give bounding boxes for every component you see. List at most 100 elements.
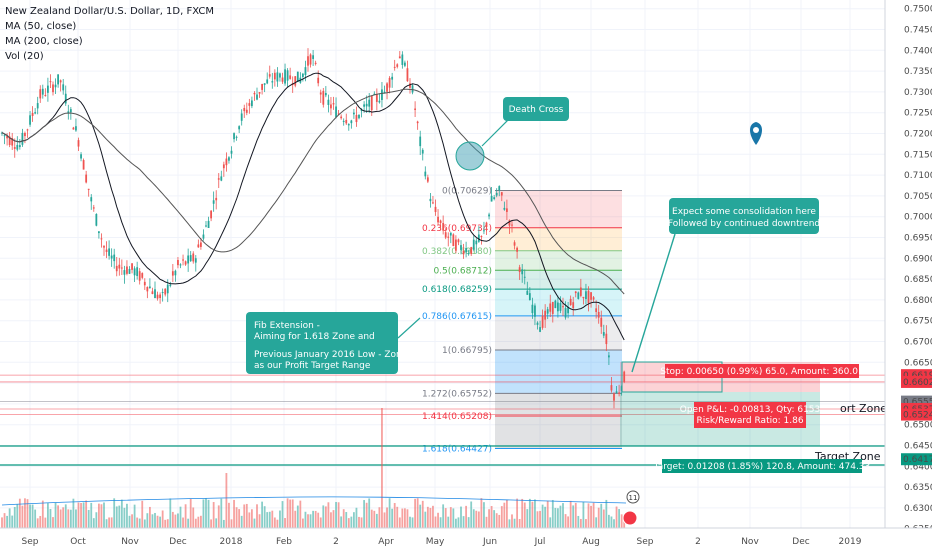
volume-bar (498, 514, 501, 528)
candle-body (151, 291, 154, 294)
candle-body (620, 386, 623, 391)
price-axis-tick: 0.71500 (904, 150, 932, 160)
candle-body (77, 140, 80, 147)
candle-body (64, 93, 67, 104)
time-axis-tick: 2019 (839, 537, 862, 547)
volume-bar (447, 516, 450, 528)
candle-body (110, 255, 113, 259)
time-axis-tick: 2 (333, 537, 339, 547)
volume-bar (49, 509, 52, 528)
fib-level-label: 1.272(0.65752) (422, 389, 492, 399)
candle-body (8, 136, 11, 145)
candle-body (360, 109, 363, 111)
volume-bar (126, 503, 128, 528)
volume-bar (18, 498, 21, 528)
candle-body (36, 103, 39, 109)
volume-bar (115, 506, 118, 528)
volume-bar (462, 516, 465, 528)
volume-bar (146, 513, 149, 528)
volume-bar (258, 514, 261, 528)
candle-body (452, 234, 455, 247)
volume-bar (100, 504, 103, 528)
candle-body (279, 73, 281, 78)
candle-body (590, 292, 592, 300)
candle-body (263, 83, 266, 85)
fib-level-label: 1.618(0.64427) (422, 445, 492, 455)
candle-body (539, 327, 541, 332)
candle-body (212, 200, 215, 204)
candle-body (462, 250, 465, 255)
candle-body (521, 269, 524, 275)
candle-body (304, 67, 307, 75)
volume-bar (432, 505, 434, 528)
candle-body (108, 248, 110, 256)
volume-bar (516, 498, 518, 528)
location-pin-hole (753, 127, 759, 133)
fib-callout (246, 312, 398, 374)
volume-bar (531, 501, 534, 528)
price-axis-tick: 0.70000 (904, 213, 932, 223)
fib-callout-line-1: Fib Extension - (254, 321, 320, 331)
candle-body (261, 84, 263, 90)
price-axis-tick: 0.64500 (904, 442, 932, 452)
volume-bar (120, 499, 123, 528)
symbol-title[interactable]: New Zealand Dollar/U.S. Dollar, 1D, FXCM (5, 6, 214, 17)
candle-body (75, 126, 77, 131)
candle-body (82, 160, 85, 170)
candle-body (437, 216, 439, 223)
volume-bar (302, 518, 304, 528)
volume-bar (465, 505, 467, 528)
ma200-legend[interactable]: MA (200, close) (5, 36, 83, 47)
volume-bar (467, 517, 470, 528)
fib-band (495, 416, 622, 449)
volume-bar (409, 516, 411, 528)
candle-body (100, 238, 103, 240)
volume-bar (299, 500, 302, 528)
candle-body (597, 311, 600, 318)
volume-bar (332, 510, 335, 528)
candle-body (268, 74, 271, 77)
volume-bar (526, 509, 529, 528)
candle-body (493, 197, 496, 200)
candle-body (375, 94, 378, 102)
volume-bar (551, 499, 554, 528)
time-axis-tick: 2 (695, 537, 701, 547)
candle-body (161, 292, 164, 294)
volume-bar (360, 517, 363, 528)
target-badge-text: Target: 0.01208 (1.85%) 120.8, Amount: 4… (653, 462, 871, 472)
fib-callout-line-4: as our Profit Target Range (254, 361, 371, 371)
volume-legend[interactable]: Vol (20) (5, 51, 44, 62)
fib-band (495, 250, 622, 271)
candle-body (457, 239, 460, 243)
consolidation-text-1: Expect some consolidation here (672, 207, 816, 217)
fib-band (495, 350, 622, 394)
volume-bar (189, 498, 192, 528)
candle-body (217, 178, 220, 180)
volume-bar (585, 519, 587, 528)
volume-bars (1, 408, 626, 528)
volume-bar (238, 509, 241, 528)
price-label-badge (901, 453, 932, 466)
candle-body (518, 267, 521, 273)
candle-body (289, 75, 292, 79)
candle-body (368, 99, 371, 107)
volume-bar (434, 516, 437, 528)
volume-bar (536, 511, 539, 528)
volume-bar (52, 517, 54, 528)
candle-body (41, 88, 44, 95)
volume-bar (500, 506, 503, 528)
volume-bar (337, 502, 340, 528)
candle-body (146, 286, 149, 292)
volume-bar (391, 508, 394, 528)
candle-body (98, 231, 100, 234)
price-axis-tick: 0.68000 (904, 296, 932, 306)
candle-body (194, 258, 197, 263)
candle-body (600, 317, 603, 327)
ma50-legend[interactable]: MA (50, close) (5, 21, 77, 32)
candle-body (330, 104, 332, 109)
time-axis-tick: Dec (169, 537, 186, 547)
candle-body (559, 303, 562, 311)
volume-bar (248, 512, 251, 528)
